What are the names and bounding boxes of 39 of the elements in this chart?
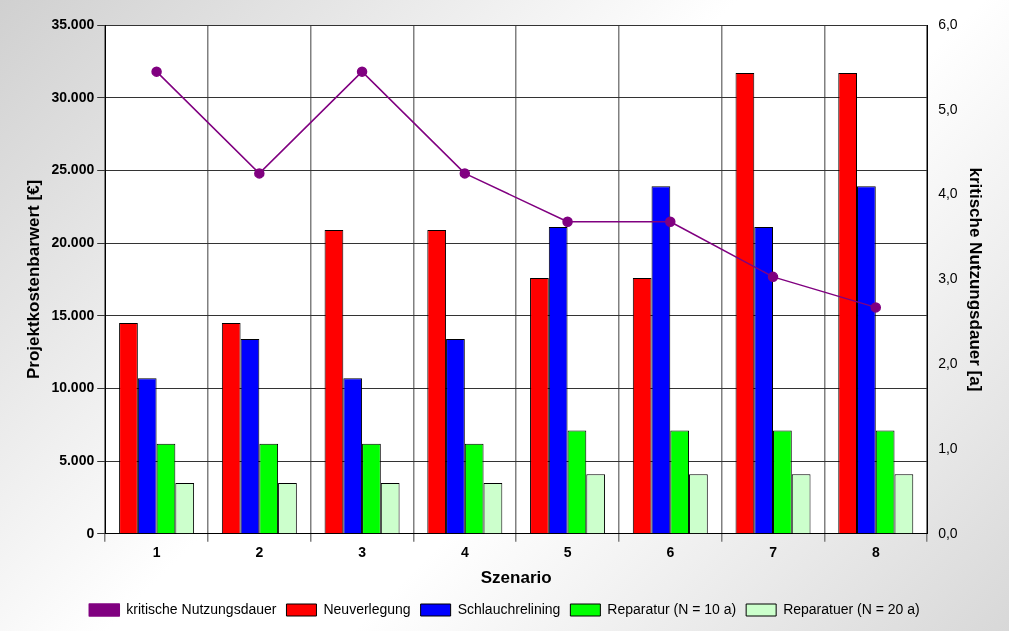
y2-tick-label: 6,0 <box>938 15 958 32</box>
point <box>870 302 882 313</box>
y-tick-label: 20.000 <box>51 233 95 250</box>
point <box>459 168 471 179</box>
x-tick-label: 1 <box>152 544 161 561</box>
y-tick-label: 15.000 <box>51 306 95 323</box>
y-tick-label: 10.000 <box>51 379 95 396</box>
y-tick-label: 25.000 <box>51 161 95 178</box>
point <box>665 216 676 227</box>
y2-tick-label: 5,0 <box>938 100 958 117</box>
legend-label: Reparatur (N = 10 a) <box>607 600 737 617</box>
x-tick-label: 4 <box>460 544 469 561</box>
x-tick-label: 7 <box>769 544 778 561</box>
x-tick-label: 3 <box>358 544 367 561</box>
y-tick-label: 35.000 <box>51 15 95 32</box>
x-tick-label: 6 <box>666 544 675 561</box>
y-axis-title: Projektkostenbarwert [€] <box>23 179 43 380</box>
y2-tick-label: 3,0 <box>938 270 958 287</box>
y2-axis-title: kritische Nutzungsdauer [a] <box>966 167 986 392</box>
x-axis-title: Szenario <box>480 568 552 588</box>
y2-tick-label: 2,0 <box>938 355 958 372</box>
y2-tick-label: 0,0 <box>938 524 958 541</box>
y2-tick-label: 4,0 <box>938 185 958 202</box>
y-tick-label: 30.000 <box>51 88 95 105</box>
x-tick-label: 5 <box>563 544 572 561</box>
y2-tick-label: 1,0 <box>938 439 958 456</box>
point <box>767 271 779 283</box>
x-tick-label: 8 <box>871 544 880 561</box>
legend-label: Reparatuer (N = 20 a) <box>783 600 920 617</box>
point <box>254 168 265 179</box>
legend-label: Schlauchrelining <box>457 600 561 617</box>
y-tick-label: 0 <box>86 524 95 541</box>
legend-label: kritische Nutzungsdauer <box>126 600 277 617</box>
point <box>151 66 162 77</box>
x-tick-label: 2 <box>255 544 264 561</box>
point <box>562 216 573 227</box>
y-tick-label: 5.000 <box>59 451 95 468</box>
point <box>356 66 368 77</box>
legend-label: Neuverlegung <box>323 600 411 617</box>
